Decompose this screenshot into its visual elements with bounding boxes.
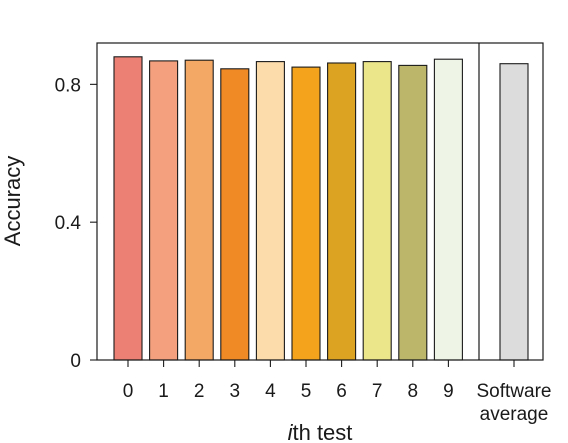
bar-software-average: [499, 63, 529, 361]
y-axis-title: Accuracy: [0, 156, 25, 246]
bars-layer: [113, 56, 529, 361]
x-axis-title: ith test: [288, 420, 353, 443]
x-tick-label: 5: [301, 381, 312, 402]
x-axis-title-italic: i: [288, 420, 294, 443]
bar-test-2: [184, 59, 214, 361]
x-tick-label-reference: average: [480, 404, 549, 425]
bar-test-9: [433, 58, 463, 361]
bar-test-7: [362, 61, 392, 361]
bar-test-6: [327, 62, 357, 361]
bar-test-4: [255, 61, 285, 361]
x-tick-label: 8: [408, 381, 419, 402]
x-tick-label: 9: [443, 381, 454, 402]
plot-frame: [96, 42, 544, 361]
y-tick-label: 0.4: [55, 213, 82, 234]
x-tick-label: 3: [230, 381, 241, 402]
x-axis-title-rest: th test: [292, 420, 352, 443]
axes-layer: [96, 42, 544, 361]
bar-test-0: [113, 56, 143, 361]
x-tick-label: 4: [265, 381, 276, 402]
x-tick-label: 1: [158, 381, 169, 402]
bar-test-8: [398, 64, 428, 361]
bar-test-5: [291, 66, 321, 361]
x-tick-label: 6: [336, 381, 347, 402]
bar-test-3: [220, 68, 250, 361]
y-tick-label: 0: [70, 351, 81, 372]
x-tick-label: 0: [123, 381, 134, 402]
x-tick-label: 7: [372, 381, 383, 402]
x-tick-label: 2: [194, 381, 205, 402]
bar-test-1: [149, 60, 179, 361]
x-tick-label-reference: Software: [477, 381, 552, 402]
y-tick-label: 0.8: [55, 75, 81, 96]
